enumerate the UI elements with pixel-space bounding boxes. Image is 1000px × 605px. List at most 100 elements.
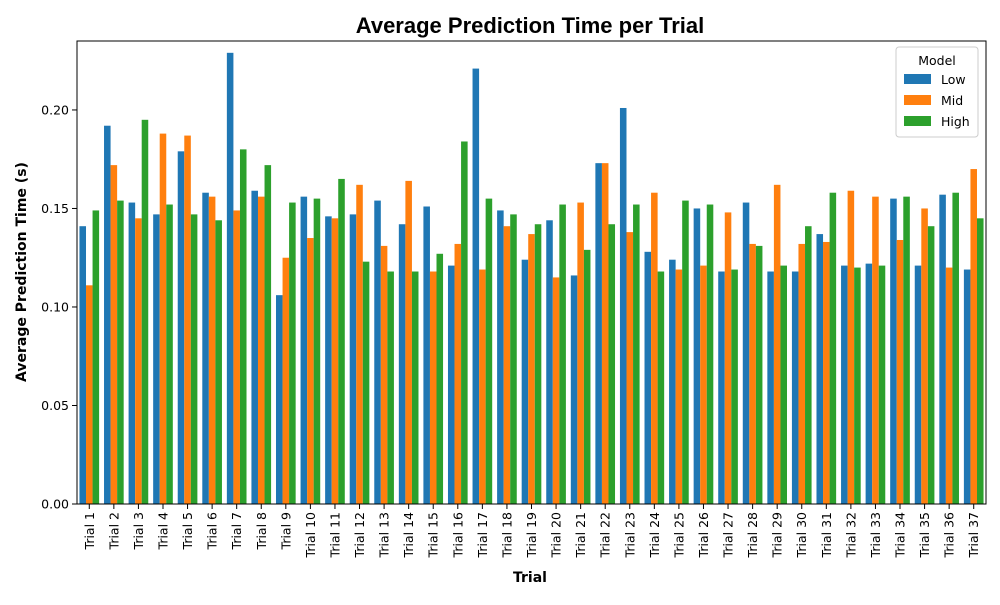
bar-mid-19 — [528, 234, 535, 504]
x-tick-label: Trial 28 — [745, 512, 760, 558]
bar-high-5 — [190, 214, 198, 504]
bar-low-21 — [570, 275, 578, 504]
x-tick-label: Trial 9 — [278, 512, 293, 551]
x-tick-label: Trial 8 — [254, 512, 269, 551]
bar-high-35 — [927, 226, 935, 504]
bar-high-9 — [289, 202, 296, 505]
bar-high-24 — [657, 271, 665, 504]
bar-low-5 — [177, 151, 185, 504]
bar-low-17 — [472, 68, 480, 504]
bar-high-25 — [682, 200, 689, 505]
bar-high-12 — [362, 261, 370, 504]
bar-low-22 — [595, 163, 602, 504]
x-tick-label: Trial 5 — [180, 512, 195, 550]
bar-high-16 — [461, 141, 468, 505]
bar-high-23 — [633, 204, 640, 505]
bar-mid-21 — [577, 202, 584, 505]
bar-low-25 — [669, 259, 676, 504]
bar-high-14 — [411, 271, 419, 504]
chart-title: Average Prediction Time per Trial — [356, 13, 704, 38]
x-tick-label: Trial 34 — [893, 512, 908, 558]
x-tick-label: Trial 30 — [794, 512, 809, 558]
bar-high-11 — [338, 178, 345, 504]
legend-box — [895, 46, 979, 138]
y-tick-label: 0.10 — [41, 299, 69, 314]
bar-low-6 — [202, 192, 209, 504]
bar-low-27 — [718, 271, 725, 504]
x-axis-label: Trial — [513, 570, 547, 586]
x-tick-label: Trial 31 — [819, 512, 834, 558]
bar-low-35 — [914, 265, 922, 504]
bar-low-4 — [153, 214, 160, 504]
y-tick-label: 0.00 — [41, 497, 69, 512]
bar-high-1 — [92, 210, 100, 504]
bar-high-2 — [117, 200, 124, 505]
bar-low-30 — [791, 271, 799, 504]
bar-high-22 — [608, 224, 616, 504]
bar-mid-6 — [208, 196, 216, 505]
x-tick-label: Trial 19 — [524, 512, 539, 558]
x-tick-label: Trial 32 — [843, 512, 858, 558]
bar-low-9 — [275, 295, 283, 504]
bar-high-8 — [264, 165, 272, 504]
bar-high-19 — [534, 224, 542, 504]
y-axis-label: Average Prediction Time (s) — [14, 162, 30, 382]
x-tick-label: Trial 33 — [868, 512, 883, 558]
bar-mid-10 — [307, 238, 314, 504]
bar-low-12 — [349, 214, 357, 504]
x-tick-label: Trial 22 — [598, 512, 613, 558]
x-tick-label: Trial 23 — [622, 512, 637, 558]
legend-swatch-low — [904, 74, 931, 84]
bar-mid-30 — [798, 243, 806, 504]
bar-low-26 — [693, 208, 701, 504]
bar-low-13 — [374, 200, 381, 505]
bar-mid-13 — [380, 245, 388, 504]
bar-mid-37 — [970, 169, 977, 504]
bar-high-3 — [141, 119, 149, 505]
bar-mid-31 — [823, 241, 830, 504]
bar-low-24 — [644, 251, 652, 504]
bar-mid-27 — [724, 212, 732, 504]
bar-low-19 — [521, 259, 529, 504]
bar-low-7 — [226, 52, 234, 504]
bar-mid-29 — [773, 184, 781, 504]
legend-swatch-high — [904, 116, 931, 126]
bar-low-29 — [767, 271, 774, 504]
bar-mid-35 — [921, 208, 928, 504]
bar-mid-32 — [847, 190, 855, 504]
y-tick-label: 0.15 — [41, 201, 69, 216]
bar-low-15 — [423, 206, 430, 505]
bar-low-8 — [251, 190, 258, 504]
bar-low-31 — [816, 234, 824, 504]
bar-low-28 — [742, 202, 750, 505]
x-tick-label: Trial 20 — [549, 512, 564, 558]
bar-mid-12 — [356, 184, 363, 504]
bar-mid-9 — [282, 257, 290, 504]
bar-low-33 — [865, 263, 873, 504]
x-tick-label: Trial 18 — [499, 512, 514, 558]
bar-low-16 — [447, 265, 455, 504]
bar-mid-8 — [257, 196, 265, 505]
bar-high-33 — [878, 265, 886, 504]
y-tick-label: 0.20 — [41, 102, 69, 117]
x-tick-label: Trial 4 — [155, 512, 170, 551]
x-tick-label: Trial 15 — [426, 512, 441, 558]
bar-mid-11 — [331, 218, 339, 504]
bar-low-37 — [963, 269, 971, 504]
bar-low-1 — [79, 226, 87, 504]
bar-mid-15 — [429, 271, 437, 504]
bar-mid-7 — [233, 210, 240, 504]
x-tick-label: Trial 1 — [82, 512, 97, 550]
bar-high-28 — [755, 245, 763, 504]
bar-high-37 — [976, 218, 984, 504]
bar-low-20 — [546, 220, 553, 504]
bar-high-36 — [952, 192, 959, 504]
x-tick-label: Trial 3 — [131, 512, 146, 550]
bar-high-26 — [706, 204, 714, 505]
x-tick-label: Trial 25 — [671, 512, 686, 558]
bar-high-6 — [215, 220, 222, 504]
x-tick-label: Trial 37 — [966, 512, 981, 558]
bar-mid-14 — [405, 180, 412, 504]
x-tick-label: Trial 27 — [721, 512, 736, 558]
